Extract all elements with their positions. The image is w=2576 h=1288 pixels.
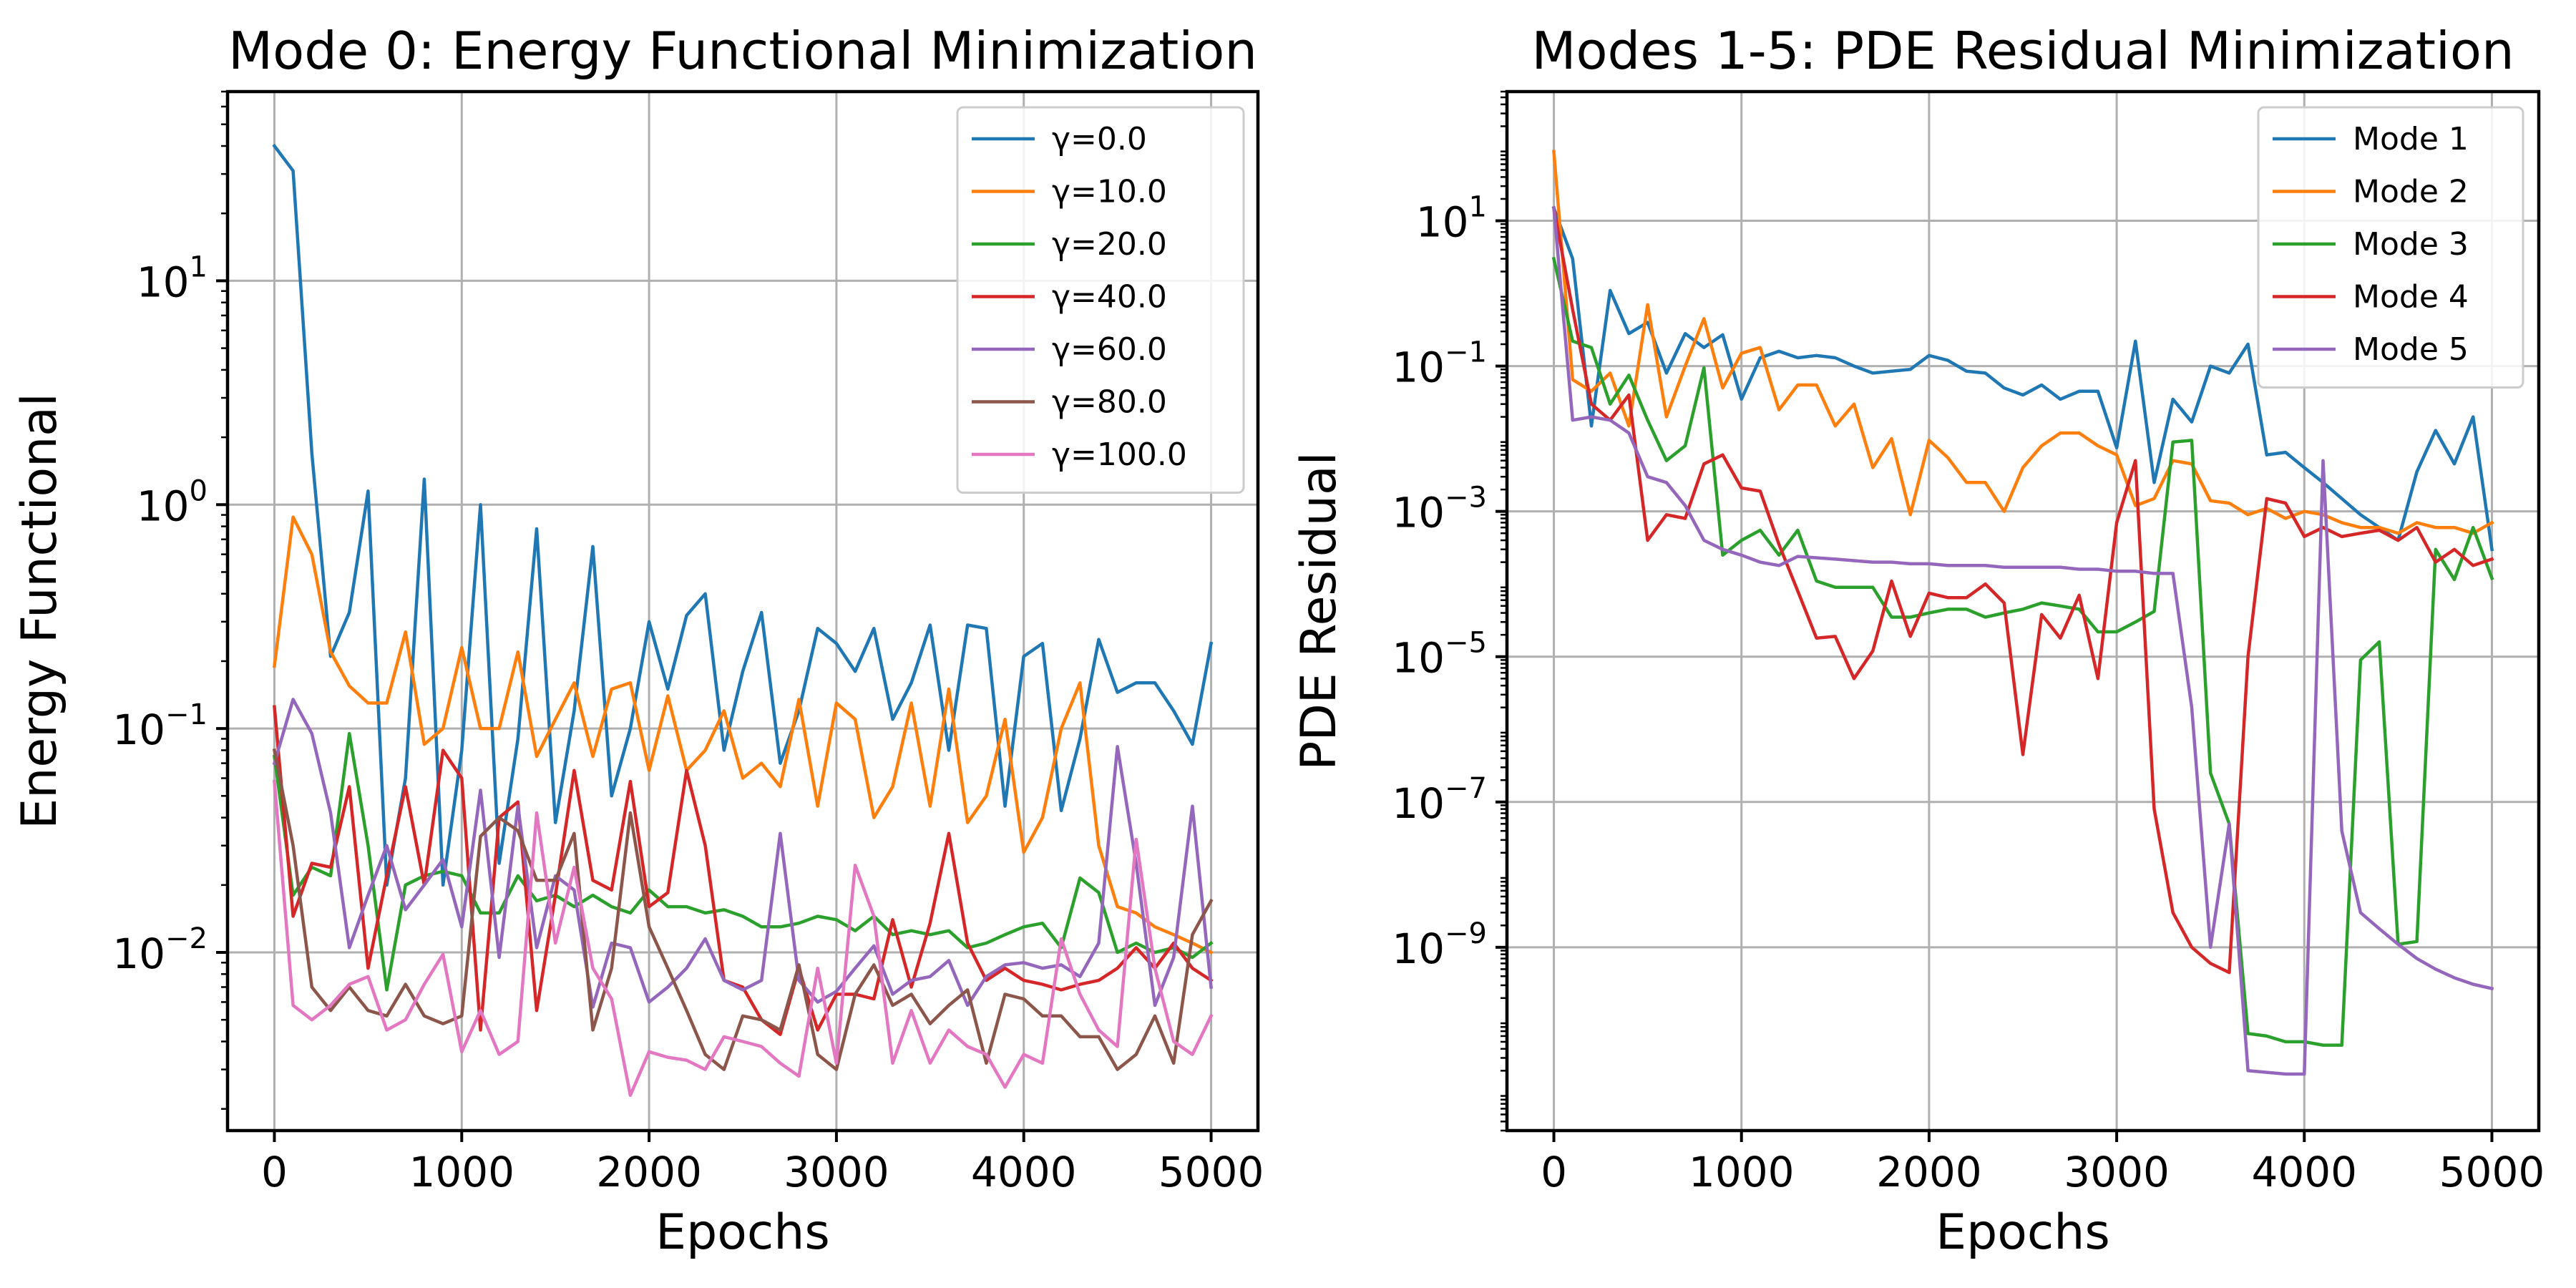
plot-frame [225, 89, 1260, 1133]
y-tick-exponent: 1 [1469, 191, 1487, 224]
legend-box [2257, 106, 2524, 389]
y-tick-exponent: 1 [190, 250, 208, 283]
x-tick-label: 3000 [784, 1148, 889, 1196]
series-lines [272, 143, 1214, 1097]
y-tick-label: 10−1 [1392, 336, 1487, 392]
y-tick-label: 101 [137, 250, 208, 306]
series-line-mode-5 [1552, 206, 2494, 1076]
y-tick-exponent: −1 [1445, 336, 1487, 369]
y-tick-base: 10 [137, 482, 190, 530]
y-tick-base: 10 [1416, 198, 1469, 247]
legend-label-mode-3: Mode 3 [2353, 226, 2469, 263]
y-tick-base: 10 [112, 930, 165, 978]
x-tick-label: 2000 [596, 1148, 702, 1196]
y-tick-base: 10 [1392, 634, 1445, 683]
legend-label-gamma-0-0: γ=0.0 [1052, 121, 1147, 157]
series-line-gamma-80-0 [272, 748, 1214, 1071]
y-tick-base: 10 [112, 706, 165, 754]
legend-label-gamma-80-0: γ=80.0 [1052, 384, 1167, 421]
y-tick-label: 100 [137, 474, 208, 530]
legend-label-gamma-60-0: γ=60.0 [1052, 331, 1167, 368]
y-axis-title: PDE Residual [1291, 452, 1347, 770]
x-tick-label: 0 [1541, 1148, 1567, 1196]
y-tick-label: 10−2 [112, 922, 208, 978]
series-lines [1551, 150, 2494, 1076]
legend-label-mode-1: Mode 1 [2353, 121, 2469, 157]
x-tick-label: 4000 [2251, 1148, 2357, 1196]
y-tick-exponent: 0 [190, 474, 208, 507]
y-tick-base: 10 [1392, 924, 1445, 973]
x-axis-title: Epochs [1936, 1204, 2110, 1261]
legend-label-gamma-40-0: γ=40.0 [1052, 279, 1167, 316]
legend-label-gamma-100-0: γ=100.0 [1052, 436, 1187, 473]
chart-title: Mode 0: Energy Functional Minimization [228, 21, 1257, 81]
legend: γ=0.0 γ=10.0 γ=20.0 γ=40.0 γ=60.0 γ=80.0 γ=100… [956, 106, 1245, 494]
plot-frame [1505, 89, 2541, 1133]
series-line-gamma-100-0 [273, 779, 1214, 1097]
y-tick-label: 10−1 [112, 698, 208, 754]
x-tick-label: 5000 [2439, 1148, 2545, 1196]
energy-functional-chart: 0 1000 2000 3000 4000 500010−210−1100101Epoch… [11, 21, 1264, 1261]
x-axis-title: Epochs [655, 1204, 830, 1261]
legend-box [956, 106, 1245, 494]
y-tick-exponent: −2 [165, 922, 208, 955]
series-line-mode-4 [1551, 206, 2494, 975]
series-line-gamma-60-0 [272, 698, 1213, 1009]
series-line-mode-3 [1551, 256, 2494, 1047]
x-tick-label: 1000 [409, 1148, 514, 1196]
legend-label-gamma-10-0: γ=10.0 [1052, 174, 1167, 210]
y-axis-title: Energy Functional [11, 393, 68, 829]
x-tick-label: 0 [261, 1148, 288, 1196]
series-line-mode-2 [1552, 150, 2494, 535]
legend-label-mode-5: Mode 5 [2353, 331, 2469, 368]
series-line-gamma-10-0 [272, 515, 1214, 955]
y-tick-exponent: −3 [1445, 482, 1487, 514]
y-tick-label: 101 [1416, 191, 1487, 247]
y-tick-base: 10 [1392, 343, 1445, 392]
legend-label-mode-4: Mode 4 [2353, 279, 2469, 316]
y-tick-exponent: −7 [1445, 772, 1487, 805]
y-tick-exponent: −9 [1445, 917, 1487, 950]
legend: Mode 1 Mode 2 Mode 3 Mode 4 Mode 5 [2257, 106, 2524, 389]
pde-residual-chart: 0 1000 2000 3000 4000 500010−910−710−510−310−… [1291, 21, 2545, 1261]
y-tick-base: 10 [1392, 779, 1445, 828]
y-tick-label: 10−7 [1392, 772, 1487, 828]
legend-label-mode-2: Mode 2 [2353, 174, 2469, 210]
y-tick-label: 10−3 [1392, 482, 1487, 537]
y-tick-exponent: −1 [165, 698, 208, 731]
x-tick-label: 1000 [1689, 1148, 1795, 1196]
y-tick-exponent: −5 [1445, 627, 1487, 660]
legend-label-gamma-20-0: γ=20.0 [1052, 226, 1167, 263]
x-tick-label: 3000 [2064, 1148, 2170, 1196]
chart-title: Modes 1-5: PDE Residual Minimization [1531, 21, 2514, 81]
x-tick-label: 5000 [1158, 1148, 1264, 1196]
x-tick-label: 4000 [971, 1148, 1077, 1196]
x-tick-label: 2000 [1876, 1148, 1982, 1196]
y-tick-label: 10−9 [1392, 917, 1487, 973]
y-tick-label: 10−5 [1392, 627, 1487, 683]
y-tick-base: 10 [137, 258, 190, 306]
y-tick-base: 10 [1392, 489, 1445, 537]
